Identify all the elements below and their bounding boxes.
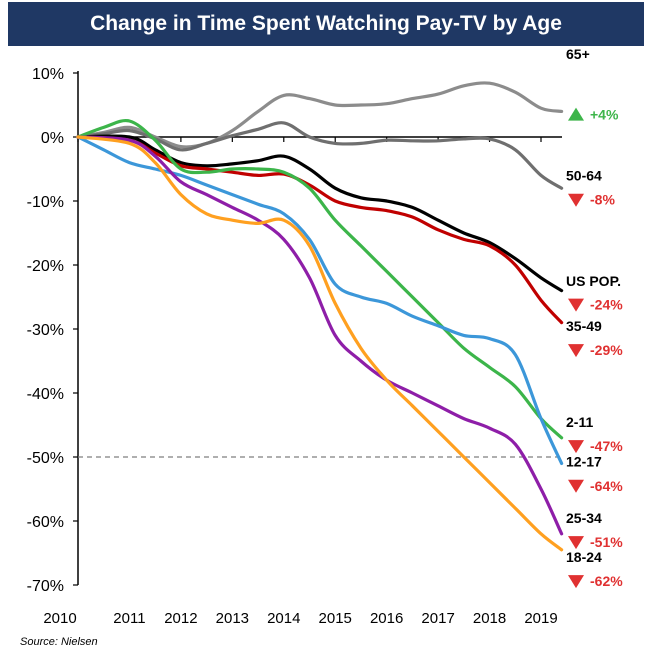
x-tick-label: 2019 (524, 610, 557, 627)
chart-title-bar: Change in Time Spent Watching Pay-TV by … (8, 2, 644, 46)
x-tick-label: 2017 (421, 610, 454, 627)
series-label-18-24: 18-24 (566, 549, 602, 565)
series-line-50-64 (76, 121, 564, 190)
series-line-us-pop (76, 134, 564, 293)
change-arrow-up-icon (568, 107, 584, 121)
change-arrow-down-icon (568, 536, 584, 550)
series-label-12-17: 12-17 (566, 453, 602, 469)
series-label-50-64: 50-64 (566, 167, 602, 183)
y-tick-label: -50% (27, 450, 64, 467)
change-arrow-down-icon (568, 344, 584, 358)
y-tick-label: -10% (27, 194, 64, 211)
series-change-18-24: -62% (590, 573, 623, 589)
x-tick-label: 2018 (473, 610, 506, 627)
x-tick-label: 2013 (216, 610, 249, 627)
series-change-2-11: -47% (590, 438, 623, 454)
y-tick-label: -60% (27, 514, 64, 531)
chart-title: Change in Time Spent Watching Pay-TV by … (90, 12, 562, 35)
change-arrow-down-icon (568, 298, 584, 312)
series-change-12-17: -64% (590, 478, 623, 494)
change-arrow-down-icon (568, 479, 584, 493)
series-change-25-34: -51% (590, 534, 623, 550)
x-tick-label: 2010 (43, 610, 76, 627)
series-change-us-pop: -24% (590, 297, 623, 313)
x-tick-label: 2012 (164, 610, 197, 627)
y-tick-label: -30% (27, 322, 64, 339)
change-arrow-down-icon (568, 193, 584, 207)
series-label-25-34: 25-34 (566, 510, 602, 526)
x-tick-label: 2015 (319, 610, 352, 627)
y-tick-label: 10% (32, 66, 64, 83)
series-line-25-34 (76, 135, 564, 536)
x-tick-label: 2011 (113, 610, 145, 627)
source-note: Source: Nielsen (20, 636, 98, 648)
x-tick-label: 2014 (267, 610, 300, 627)
series-line-2-11 (76, 118, 564, 440)
series-label-2-11: 2-11 (566, 414, 593, 430)
y-tick-label: -20% (27, 258, 64, 275)
series-change-65: +4% (590, 107, 619, 123)
series-change-35-49: -29% (590, 342, 623, 358)
series-change-50-64: -8% (590, 192, 615, 208)
series-label-35-49: 35-49 (566, 318, 602, 334)
change-arrow-down-icon (568, 575, 584, 589)
y-tick-label: -70% (27, 578, 64, 595)
series-label-65: 65+ (566, 46, 590, 62)
series-line-18-24 (76, 135, 564, 552)
series-line-12-17 (76, 135, 564, 465)
series-line-65 (76, 81, 564, 149)
y-tick-label: -40% (27, 386, 64, 403)
y-tick-label: 0% (41, 130, 64, 147)
change-arrow-down-icon (568, 440, 584, 454)
series-line-35-49 (76, 135, 564, 325)
x-tick-label: 2016 (370, 610, 403, 627)
series-label-us-pop: US POP. (566, 273, 621, 289)
